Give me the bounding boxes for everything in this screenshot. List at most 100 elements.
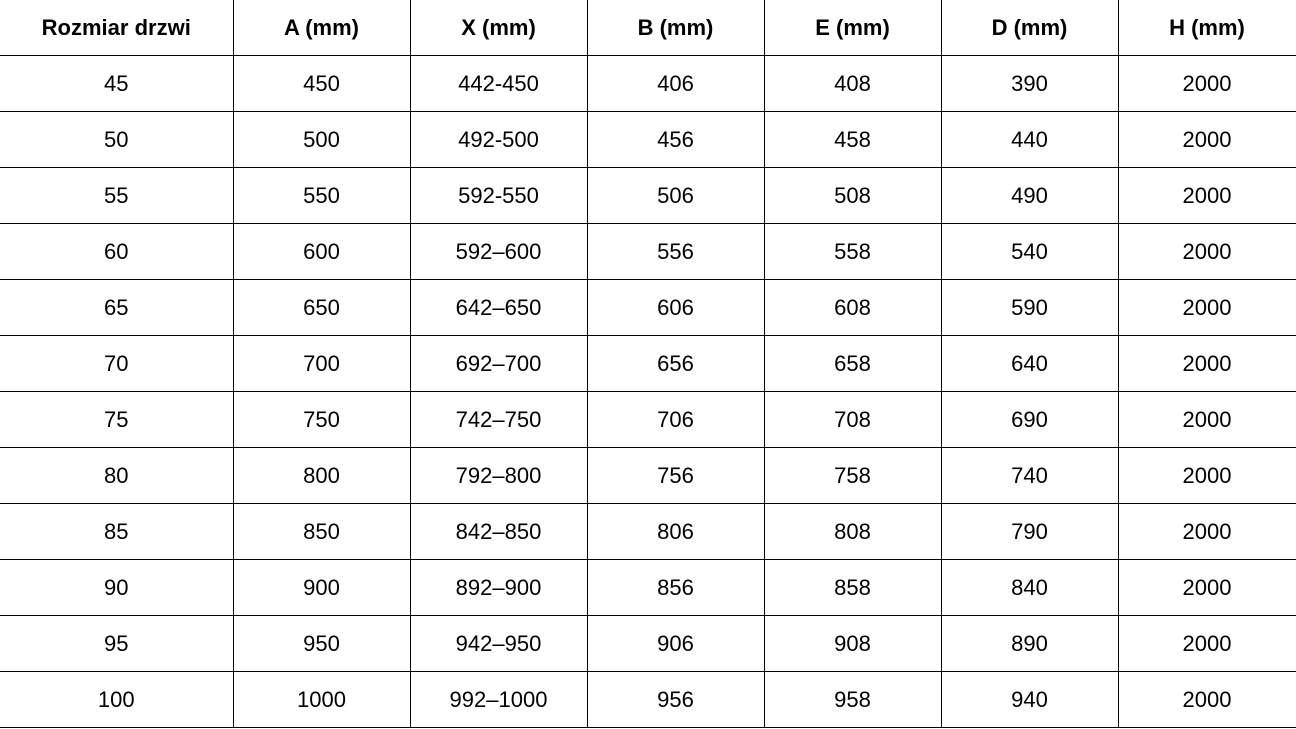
table-cell: 606	[586, 279, 765, 336]
table-cell: 942–950	[409, 615, 588, 672]
table-cell: 508	[763, 167, 942, 224]
table-cell: 856	[586, 559, 765, 616]
table-cell: 2000	[1117, 503, 1296, 560]
table-row: 50 500 492-500 456 458 440 2000	[0, 111, 1296, 168]
table-row: 75 750 742–750 706 708 690 2000	[0, 391, 1296, 448]
column-header: X (mm)	[409, 0, 588, 56]
table-cell: 892–900	[409, 559, 588, 616]
table-cell: 640	[940, 335, 1119, 392]
table-cell: 840	[940, 559, 1119, 616]
table-cell: 2000	[1117, 615, 1296, 672]
table-cell: 100	[0, 671, 234, 728]
table-cell: 2000	[1117, 447, 1296, 504]
table-cell: 95	[0, 615, 234, 672]
table-cell: 2000	[1117, 55, 1296, 112]
table-cell: 592–600	[409, 223, 588, 280]
table-cell: 908	[763, 615, 942, 672]
column-header: H (mm)	[1117, 0, 1296, 56]
table-cell: 742–750	[409, 391, 588, 448]
table-cell: 650	[232, 279, 411, 336]
table-cell: 992–1000	[409, 671, 588, 728]
table-cell: 2000	[1117, 335, 1296, 392]
column-header: B (mm)	[586, 0, 765, 56]
table-cell: 490	[940, 167, 1119, 224]
table-cell: 1000	[232, 671, 411, 728]
table-cell: 956	[586, 671, 765, 728]
table-cell: 2000	[1117, 111, 1296, 168]
table-cell: 940	[940, 671, 1119, 728]
table-cell: 45	[0, 55, 234, 112]
table-cell: 442-450	[409, 55, 588, 112]
table-row: 100 1000 992–1000 956 958 940 2000	[0, 671, 1296, 728]
table-cell: 2000	[1117, 671, 1296, 728]
table-cell: 656	[586, 335, 765, 392]
table-cell: 750	[232, 391, 411, 448]
table-cell: 790	[940, 503, 1119, 560]
table-cell: 706	[586, 391, 765, 448]
table-row: 45 450 442-450 406 408 390 2000	[0, 55, 1296, 112]
table-cell: 2000	[1117, 559, 1296, 616]
table-row: 80 800 792–800 756 758 740 2000	[0, 447, 1296, 504]
column-header: D (mm)	[940, 0, 1119, 56]
table-cell: 792–800	[409, 447, 588, 504]
table-cell: 740	[940, 447, 1119, 504]
table-cell: 500	[232, 111, 411, 168]
table-cell: 390	[940, 55, 1119, 112]
table-cell: 55	[0, 167, 234, 224]
table-cell: 600	[232, 223, 411, 280]
table-row: 85 850 842–850 806 808 790 2000	[0, 503, 1296, 560]
table-cell: 806	[586, 503, 765, 560]
column-header: A (mm)	[232, 0, 411, 56]
table-cell: 756	[586, 447, 765, 504]
table-cell: 692–700	[409, 335, 588, 392]
table-cell: 70	[0, 335, 234, 392]
table-cell: 90	[0, 559, 234, 616]
table-row: 70 700 692–700 656 658 640 2000	[0, 335, 1296, 392]
table-cell: 800	[232, 447, 411, 504]
table-cell: 950	[232, 615, 411, 672]
table-cell: 850	[232, 503, 411, 560]
table-cell: 2000	[1117, 279, 1296, 336]
table-cell: 65	[0, 279, 234, 336]
table-cell: 406	[586, 55, 765, 112]
table-row: 55 550 592-550 506 508 490 2000	[0, 167, 1296, 224]
table-row: 65 650 642–650 606 608 590 2000	[0, 279, 1296, 336]
table-cell: 890	[940, 615, 1119, 672]
table-cell: 906	[586, 615, 765, 672]
table-cell: 550	[232, 167, 411, 224]
table-cell: 450	[232, 55, 411, 112]
table-cell: 50	[0, 111, 234, 168]
table-row: 90 900 892–900 856 858 840 2000	[0, 559, 1296, 616]
table-cell: 558	[763, 223, 942, 280]
table-cell: 556	[586, 223, 765, 280]
table-cell: 958	[763, 671, 942, 728]
table-cell: 506	[586, 167, 765, 224]
table-cell: 700	[232, 335, 411, 392]
table-row: 60 600 592–600 556 558 540 2000	[0, 223, 1296, 280]
table-cell: 2000	[1117, 167, 1296, 224]
table-cell: 456	[586, 111, 765, 168]
table-cell: 2000	[1117, 223, 1296, 280]
table-cell: 658	[763, 335, 942, 392]
table-cell: 708	[763, 391, 942, 448]
table-cell: 592-550	[409, 167, 588, 224]
table-cell: 75	[0, 391, 234, 448]
table-cell: 758	[763, 447, 942, 504]
table-cell: 80	[0, 447, 234, 504]
table-cell: 858	[763, 559, 942, 616]
header-row: Rozmiar drzwi A (mm) X (mm) B (mm) E (mm) D (…	[0, 0, 1296, 56]
table-cell: 842–850	[409, 503, 588, 560]
table-cell: 440	[940, 111, 1119, 168]
table-row: 95 950 942–950 906 908 890 2000	[0, 615, 1296, 672]
column-header: Rozmiar drzwi	[0, 0, 234, 56]
table-cell: 85	[0, 503, 234, 560]
table-cell: 690	[940, 391, 1119, 448]
table-cell: 408	[763, 55, 942, 112]
table-cell: 492-500	[409, 111, 588, 168]
column-header: E (mm)	[763, 0, 942, 56]
table-cell: 60	[0, 223, 234, 280]
table-cell: 900	[232, 559, 411, 616]
table-cell: 540	[940, 223, 1119, 280]
table-cell: 2000	[1117, 391, 1296, 448]
